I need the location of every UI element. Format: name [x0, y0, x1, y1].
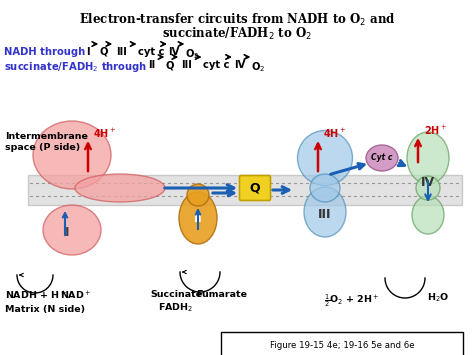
Text: succinate/FADH$_2$ to O$_2$: succinate/FADH$_2$ to O$_2$ — [162, 26, 312, 42]
Text: II: II — [193, 212, 202, 224]
Text: space (P side): space (P side) — [5, 143, 80, 152]
Ellipse shape — [310, 174, 340, 202]
Text: NAD$^+$: NAD$^+$ — [60, 290, 91, 302]
Text: Q: Q — [250, 181, 260, 195]
Text: FADH$_2$: FADH$_2$ — [158, 302, 194, 315]
Ellipse shape — [33, 121, 111, 189]
Text: 4H$^+$: 4H$^+$ — [93, 127, 116, 140]
Text: III: III — [181, 60, 192, 70]
Text: 4H$^+$: 4H$^+$ — [323, 127, 346, 140]
Ellipse shape — [304, 187, 346, 237]
Text: Intermembrane: Intermembrane — [5, 132, 88, 141]
Ellipse shape — [43, 205, 101, 255]
Text: 2H$^+$: 2H$^+$ — [424, 124, 447, 137]
Text: IV: IV — [168, 47, 179, 57]
Text: IV: IV — [421, 175, 435, 189]
Text: O$_2$: O$_2$ — [251, 60, 265, 74]
Text: succinate/FADH$_2$ through: succinate/FADH$_2$ through — [4, 60, 147, 74]
Text: H$_2$O: H$_2$O — [427, 292, 449, 305]
Text: Q: Q — [166, 60, 174, 70]
Text: IV: IV — [234, 60, 246, 70]
Text: II: II — [148, 60, 155, 70]
Bar — [28, 175, 462, 205]
Ellipse shape — [412, 196, 444, 234]
Ellipse shape — [179, 192, 217, 244]
Text: NADH through: NADH through — [4, 47, 85, 57]
Text: I: I — [86, 47, 90, 57]
Text: cyt c: cyt c — [203, 60, 229, 70]
Ellipse shape — [298, 131, 353, 186]
Ellipse shape — [416, 176, 440, 200]
Text: III: III — [318, 208, 332, 222]
FancyBboxPatch shape — [239, 175, 271, 201]
Text: Fumarate: Fumarate — [197, 290, 247, 299]
Text: III: III — [116, 47, 127, 57]
FancyBboxPatch shape — [221, 332, 463, 355]
Text: Figure 19-15 4e; 19-16 5e and 6e: Figure 19-15 4e; 19-16 5e and 6e — [270, 342, 414, 350]
Text: O$_2$: O$_2$ — [185, 47, 199, 61]
Ellipse shape — [366, 145, 398, 171]
Text: Matrix (N side): Matrix (N side) — [5, 305, 85, 314]
Text: cyt c: cyt c — [138, 47, 164, 57]
Ellipse shape — [407, 132, 449, 184]
Text: Cyt c: Cyt c — [371, 153, 392, 163]
Text: I: I — [65, 226, 69, 240]
Text: NADH + H$^+$: NADH + H$^+$ — [5, 290, 67, 302]
Ellipse shape — [187, 184, 209, 206]
Text: Electron-transfer circuits from NADH to O$_2$ and: Electron-transfer circuits from NADH to … — [79, 12, 395, 28]
Text: $\frac{1}{2}$O$_2$ + 2H$^+$: $\frac{1}{2}$O$_2$ + 2H$^+$ — [324, 292, 380, 309]
Text: Q: Q — [100, 47, 109, 57]
Ellipse shape — [75, 174, 165, 202]
Text: Succinate: Succinate — [150, 290, 202, 299]
